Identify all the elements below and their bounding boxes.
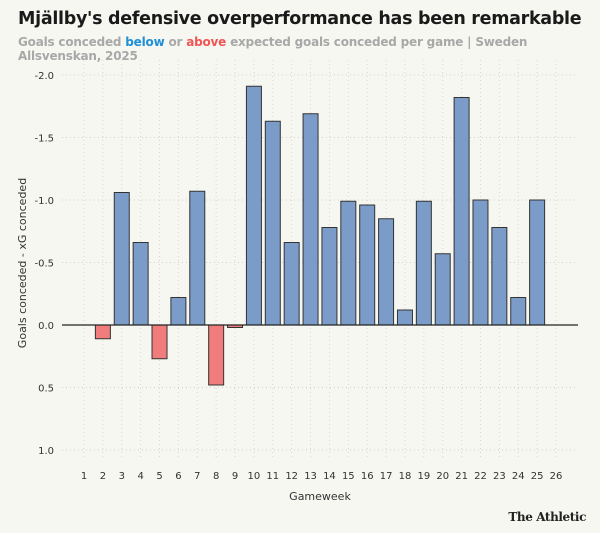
bar-gameweek-2 <box>94 324 111 340</box>
bar-gameweek-20 <box>434 253 451 326</box>
y-tick-label: -1.0 <box>34 196 54 207</box>
subtitle-above: above <box>186 35 227 49</box>
bar-gameweek-12 <box>283 242 300 326</box>
x-tick-label: 6 <box>175 471 181 482</box>
bar-gameweek-11 <box>264 120 281 326</box>
x-tick-label: 5 <box>156 471 162 482</box>
bar-gameweek-8 <box>208 324 225 386</box>
y-tick-label: 0.5 <box>38 384 54 395</box>
bar-gameweek-10 <box>245 85 262 326</box>
bar-gameweek-17 <box>378 218 395 326</box>
bar-gameweek-13 <box>302 113 319 326</box>
x-tick-label: 17 <box>380 471 393 482</box>
x-tick-label: 18 <box>399 471 412 482</box>
bar-gameweek-25 <box>529 199 546 326</box>
bar-gameweek-15 <box>340 200 357 326</box>
chart-subtitle: Goals conceded below or above expected g… <box>18 35 600 63</box>
x-tick-label: 20 <box>436 471 449 482</box>
bar-gameweek-3 <box>113 192 130 326</box>
subtitle-text: Goals conceded <box>18 35 126 49</box>
x-tick-label: 16 <box>361 471 374 482</box>
y-tick-label: 1.0 <box>38 446 54 457</box>
subtitle-text: or <box>164 35 187 49</box>
x-tick-label: 11 <box>266 471 279 482</box>
the-athletic-logo: The Athletic <box>508 510 586 524</box>
x-tick-label: 10 <box>248 471 261 482</box>
x-tick-label: 21 <box>455 471 468 482</box>
x-tick-label: 26 <box>550 471 563 482</box>
bar-gameweek-5 <box>151 324 168 360</box>
x-axis-title: Gameweek <box>289 490 351 503</box>
subtitle-below: below <box>125 35 165 49</box>
x-tick-label: 4 <box>137 471 143 482</box>
x-tick-label: 14 <box>323 471 336 482</box>
bar-gameweek-23 <box>491 227 508 326</box>
bar-gameweek-16 <box>359 204 376 326</box>
x-tick-label: 24 <box>512 471 525 482</box>
x-tick-label: 22 <box>474 471 487 482</box>
x-tick-label: 23 <box>493 471 506 482</box>
x-tick-label: 13 <box>304 471 317 482</box>
x-tick-label: 7 <box>194 471 200 482</box>
bar-gameweek-21 <box>453 97 470 326</box>
x-tick-label: 19 <box>417 471 430 482</box>
subtitle-text: expected goals conceded per game | Swede… <box>18 35 528 63</box>
x-tick-label: 9 <box>232 471 238 482</box>
bar-gameweek-14 <box>321 227 338 326</box>
y-axis-title: Goals conceded - xG conceded <box>16 178 29 348</box>
chart-title: Mjällby's defensive overperformance has … <box>18 9 582 29</box>
y-tick-label: -1.5 <box>34 134 54 145</box>
bar-gameweek-6 <box>170 297 187 326</box>
x-tick-label: 8 <box>213 471 219 482</box>
x-tick-label: 12 <box>285 471 298 482</box>
x-tick-label: 1 <box>81 471 87 482</box>
x-tick-label: 2 <box>100 471 106 482</box>
bar-gameweek-24 <box>510 297 527 326</box>
x-tick-label: 3 <box>119 471 125 482</box>
bar-gameweek-22 <box>472 199 489 326</box>
bar-gameweek-18 <box>396 309 413 326</box>
y-tick-label: 0.0 <box>38 321 54 332</box>
bar-gameweek-7 <box>189 190 206 326</box>
bar-gameweek-4 <box>132 242 149 326</box>
x-tick-label: 25 <box>531 471 544 482</box>
y-tick-label: -0.5 <box>34 259 54 270</box>
y-tick-label: -2.0 <box>34 71 54 82</box>
x-tick-label: 15 <box>342 471 355 482</box>
bar-gameweek-19 <box>415 200 432 326</box>
